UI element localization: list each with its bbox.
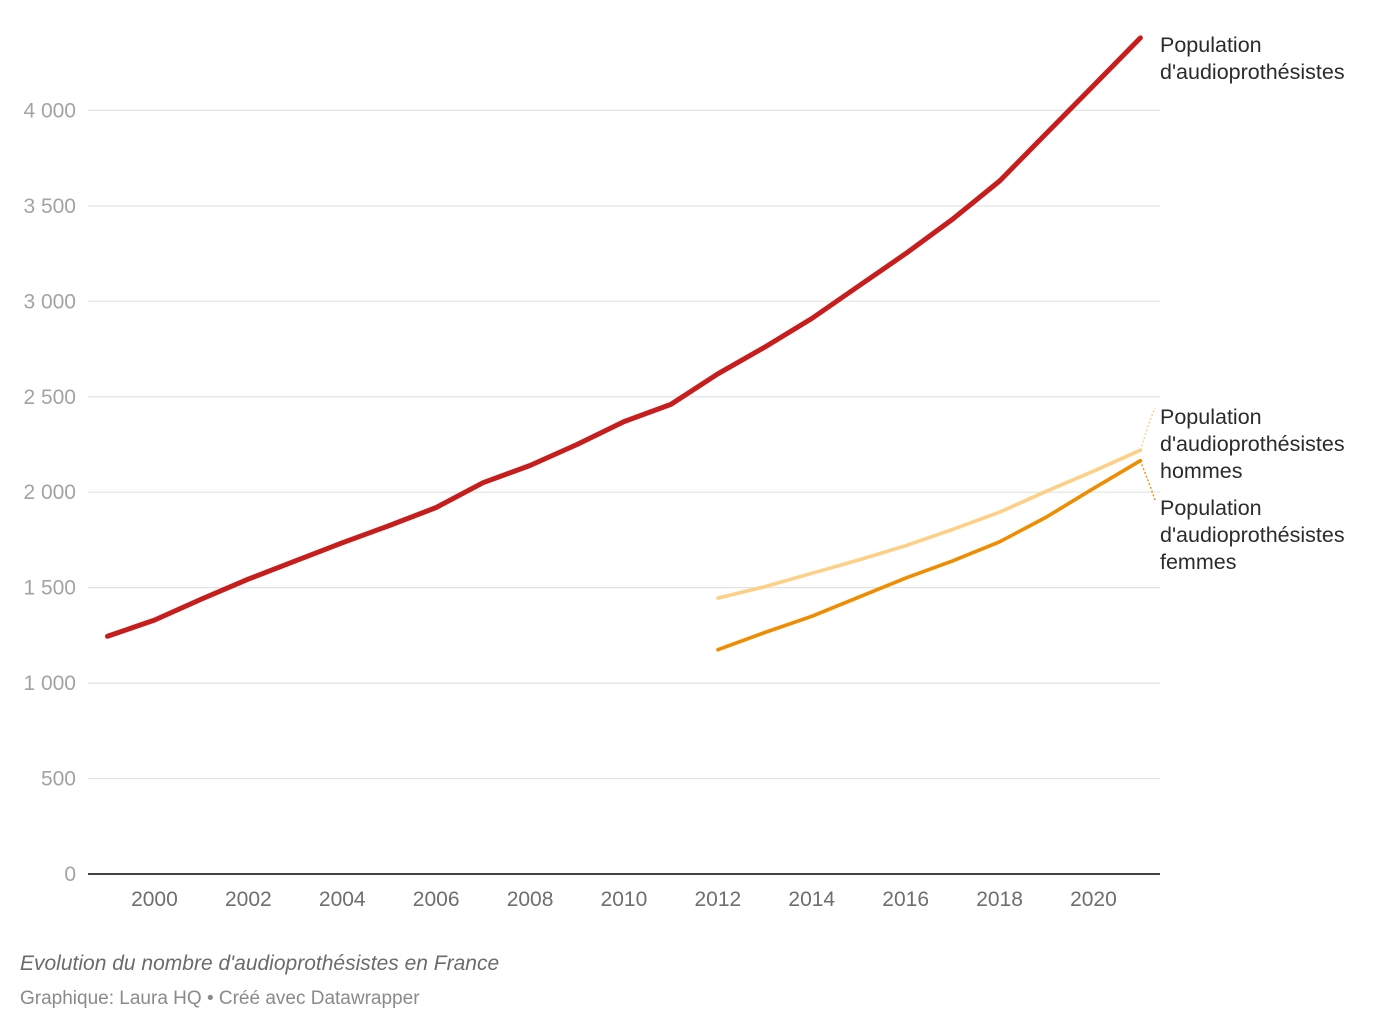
x-tick-label: 2000 xyxy=(131,888,178,911)
y-tick-label: 2 500 xyxy=(23,386,76,409)
chart-credit: Graphique: Laura HQ • Créé avec Datawrap… xyxy=(20,988,420,1009)
series-label-2: Population d'audioprothésistes femmes xyxy=(1160,496,1345,574)
series-lines xyxy=(105,35,1143,652)
x-tick-label: 2012 xyxy=(694,888,741,911)
series-label-0: Population d'audioprothésistes xyxy=(1160,33,1345,84)
connector-hommes xyxy=(1139,407,1156,451)
series-label-line: femmes xyxy=(1160,550,1236,574)
series-line-2 xyxy=(716,458,1143,652)
series-label-line: Population xyxy=(1160,33,1262,57)
x-tick-label: 2006 xyxy=(413,888,460,911)
series-line-0 xyxy=(105,35,1143,639)
y-tick-label: 1 500 xyxy=(23,577,76,600)
series-labels: Population d'audioprothésistes Population d… xyxy=(1139,33,1345,574)
series-label-line: d'audioprothésistes xyxy=(1160,432,1345,456)
y-tick-label: 500 xyxy=(41,768,76,791)
y-tick-label: 4 000 xyxy=(23,99,76,122)
chart-caption: Evolution du nombre d'audioprothésistes … xyxy=(20,952,500,975)
x-tick-label: 2008 xyxy=(507,888,554,911)
series-label-1: Population d'audioprothésistes hommes xyxy=(1160,405,1345,483)
x-tick-label: 2020 xyxy=(1070,888,1117,911)
y-tick-label: 1 000 xyxy=(23,672,76,695)
x-tick-label: 2002 xyxy=(225,888,272,911)
connector-femmes xyxy=(1139,460,1156,501)
series-label-line: Population xyxy=(1160,405,1262,429)
x-tick-label: 2010 xyxy=(601,888,648,911)
x-tick-label: 2016 xyxy=(882,888,929,911)
x-axis: 2000 2002 2004 2006 2008 2010 2012 2014 2016 2018… xyxy=(88,873,1160,911)
series-line-1 xyxy=(716,448,1143,600)
y-tick-label: 0 xyxy=(64,863,76,886)
grid-lines: 0 500 1 000 1 500 2 000 2 500 3 000 3 500 4 000 xyxy=(23,99,1160,886)
series-label-line: d'audioprothésistes xyxy=(1160,60,1345,84)
x-tick-label: 2014 xyxy=(788,888,835,911)
y-tick-label: 2 000 xyxy=(23,481,76,504)
series-label-line: d'audioprothésistes xyxy=(1160,523,1345,547)
y-tick-label: 3 500 xyxy=(23,195,76,218)
y-tick-label: 3 000 xyxy=(23,290,76,313)
x-tick-label: 2018 xyxy=(976,888,1023,911)
series-label-line: Population xyxy=(1160,496,1262,520)
x-tick-label: 2004 xyxy=(319,888,366,911)
series-label-line: hommes xyxy=(1160,459,1242,483)
